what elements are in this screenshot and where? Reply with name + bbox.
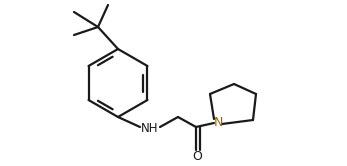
Text: NH: NH [141,122,159,134]
Text: N: N [213,116,223,128]
Text: O: O [193,151,202,164]
